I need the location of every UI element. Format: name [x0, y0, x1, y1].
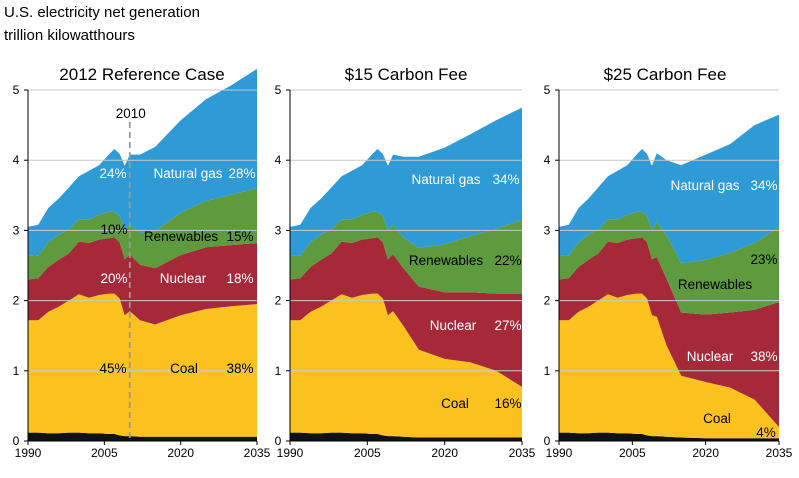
axes: 0 1 2 3 4 5 1990 2005 2020 2035 [13, 83, 271, 460]
x-tick-label: 2005 [354, 446, 381, 460]
axes: 0 1 2 3 4 5 1990 2005 2020 2035 [544, 83, 793, 460]
label-coal-name: Coal [703, 411, 731, 426]
y-tick-label: 1 [275, 364, 282, 378]
x-tick-label: 1990 [15, 446, 42, 460]
label-nuclear-right-pct: 38% [750, 349, 777, 364]
x-tick-label: 2020 [692, 446, 719, 460]
label-nuclear-name: Nuclear [687, 349, 734, 364]
area-renewables [559, 211, 779, 315]
y-tick-label: 0 [275, 434, 282, 448]
y-tick-label: 3 [13, 223, 20, 237]
label-coal-name: Coal [170, 361, 198, 376]
area-other [559, 432, 779, 441]
x-tick-label: 2005 [619, 446, 646, 460]
area-stack [28, 68, 257, 441]
area-renewables [28, 188, 257, 280]
panel-15-carbon-fee: $15 Carbon Fee 0 1 2 3 4 5 1990 2005 2020 2035 Na… [275, 65, 536, 460]
area-renewables [290, 211, 522, 294]
label-coal-right-pct: 4% [756, 425, 776, 440]
y-tick-label: 5 [13, 83, 20, 97]
panel-title: $15 Carbon Fee [345, 65, 468, 84]
area-nuclear [290, 237, 522, 387]
area-coal [290, 293, 522, 438]
y-tick-label: 2 [13, 294, 20, 308]
chart-unit: trillion kilowatthours [4, 27, 135, 44]
y-tick-label: 4 [544, 153, 551, 167]
annotation-2010-label: 2010 [116, 106, 146, 121]
y-tick-label: 0 [544, 434, 551, 448]
label-coal-left-pct: 45% [99, 361, 126, 376]
y-tick-label: 4 [275, 153, 282, 167]
label-natural-gas-left-pct: 24% [99, 166, 126, 181]
chart-title: U.S. electricity net generation [4, 4, 200, 21]
area-nuclear [28, 237, 257, 325]
x-tick-label: 1990 [546, 446, 573, 460]
area-stack [290, 107, 522, 441]
y-tick-label: 0 [13, 434, 20, 448]
x-tick-label: 2005 [91, 446, 118, 460]
label-coal-name: Coal [441, 396, 469, 411]
area-natural-gas [290, 107, 522, 256]
panel-25-carbon-fee: $25 Carbon Fee 0 1 2 3 4 5 1990 2005 2020 2035 Na… [544, 65, 793, 460]
y-tick-label: 3 [275, 223, 282, 237]
label-natural-gas-right-pct: 34% [750, 178, 777, 193]
x-tick-label: 2035 [766, 446, 793, 460]
label-nuclear-name: Nuclear [430, 318, 477, 333]
label-coal-right-pct: 16% [494, 396, 521, 411]
y-tick-label: 2 [544, 294, 551, 308]
panel-title: 2012 Reference Case [59, 65, 224, 84]
label-natural-gas-name: Natural gas [411, 172, 480, 187]
y-tick-label: 3 [544, 223, 551, 237]
label-nuclear-right-pct: 27% [494, 318, 521, 333]
label-renewables-name: Renewables [678, 277, 753, 292]
panel-reference-case: 2012 Reference Case 0 1 2 3 4 5 1990 2005 2020 20… [13, 65, 271, 460]
label-nuclear-name: Nuclear [160, 271, 207, 286]
label-renewables-right-pct: 15% [226, 229, 253, 244]
label-nuclear-right-pct: 18% [226, 271, 253, 286]
panel-title: $25 Carbon Fee [604, 65, 727, 84]
label-natural-gas-name: Natural gas [153, 166, 222, 181]
label-renewables-name: Renewables [409, 253, 484, 268]
y-tick-label: 1 [13, 364, 20, 378]
area-coal [28, 293, 257, 437]
label-natural-gas-right-pct: 28% [228, 166, 255, 181]
y-tick-label: 4 [13, 153, 20, 167]
area-other [290, 432, 522, 441]
x-tick-label: 2035 [244, 446, 271, 460]
x-tick-label: 2035 [509, 446, 536, 460]
label-natural-gas-right-pct: 34% [492, 172, 519, 187]
label-renewables-name: Renewables [144, 229, 219, 244]
x-tick-label: 1990 [277, 446, 304, 460]
area-natural-gas [28, 68, 257, 256]
area-coal [559, 293, 779, 439]
area-nuclear [559, 237, 779, 427]
label-renewables-left-pct: 10% [100, 222, 127, 237]
y-tick-label: 5 [544, 83, 551, 97]
label-coal-right-pct: 38% [226, 361, 253, 376]
label-renewables-right-pct: 22% [494, 253, 521, 268]
y-tick-label: 5 [275, 83, 282, 97]
label-nuclear-left-pct: 20% [100, 271, 127, 286]
area-natural-gas [559, 114, 779, 264]
x-tick-label: 2020 [167, 446, 194, 460]
label-renewables-right-pct: 23% [750, 252, 777, 267]
area-stack [559, 114, 779, 441]
axes: 0 1 2 3 4 5 1990 2005 2020 2035 [275, 83, 536, 460]
label-natural-gas-name: Natural gas [670, 178, 739, 193]
y-tick-label: 2 [275, 294, 282, 308]
x-tick-label: 2020 [431, 446, 458, 460]
y-tick-label: 1 [544, 364, 551, 378]
